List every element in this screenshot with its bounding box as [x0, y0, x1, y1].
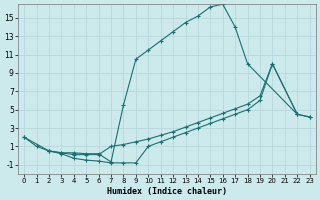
X-axis label: Humidex (Indice chaleur): Humidex (Indice chaleur) — [107, 187, 227, 196]
